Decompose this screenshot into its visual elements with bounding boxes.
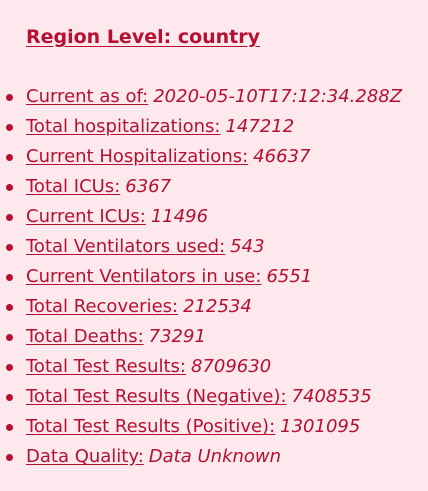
stat-value: 7408535 bbox=[291, 386, 372, 407]
stat-value: 1301095 bbox=[280, 416, 361, 437]
stat-label: Total Deaths: bbox=[26, 326, 144, 347]
stat-total-recoveries: Total Recoveries: 212534 bbox=[5, 294, 402, 324]
stat-label: Current as of: bbox=[26, 86, 149, 107]
stat-value: 8709630 bbox=[191, 356, 272, 377]
stat-data-quality: Data Quality: Data Unknown bbox=[5, 444, 402, 474]
stat-value: 73291 bbox=[148, 326, 206, 347]
stat-label: Total hospitalizations: bbox=[26, 116, 221, 137]
stat-value: 6367 bbox=[125, 176, 172, 197]
stat-value: 11496 bbox=[150, 206, 209, 227]
stat-current-icus: Current ICUs: 11496 bbox=[5, 204, 402, 234]
stat-label: Current Ventilators in use: bbox=[26, 266, 262, 287]
stat-label: Current Hospitalizations: bbox=[26, 146, 249, 167]
stat-total-hospitalizations: Total hospitalizations: 147212 bbox=[5, 114, 402, 144]
stat-total-test-results-positive: Total Test Results (Positive): 1301095 bbox=[5, 414, 402, 444]
stat-value: 6551 bbox=[266, 266, 313, 287]
stat-current-hospitalizations: Current Hospitalizations: 46637 bbox=[5, 144, 402, 174]
stat-current-ventilators: Current Ventilators in use: 6551 bbox=[5, 264, 402, 294]
stat-total-icus: Total ICUs: 6367 bbox=[5, 174, 402, 204]
stat-value: 147212 bbox=[225, 116, 295, 137]
stat-label: Total Test Results (Negative): bbox=[26, 386, 287, 407]
stat-value: 46637 bbox=[253, 146, 311, 167]
stat-label: Total ICUs: bbox=[26, 176, 121, 197]
stat-total-ventilators: Total Ventilators used: 543 bbox=[5, 234, 402, 264]
stat-label: Total Recoveries: bbox=[26, 296, 179, 317]
stat-value: 543 bbox=[230, 236, 265, 257]
region-level-heading: Region Level: country bbox=[26, 26, 261, 48]
stat-label: Total Ventilators used: bbox=[26, 236, 226, 257]
stat-label: Total Test Results: bbox=[26, 356, 186, 377]
stat-value: 2020-05-10T17:12:34.288Z bbox=[153, 86, 403, 107]
stat-label: Total Test Results (Positive): bbox=[26, 416, 276, 437]
stat-total-deaths: Total Deaths: 73291 bbox=[5, 324, 402, 354]
stat-value: Data Unknown bbox=[148, 446, 282, 467]
stat-total-test-results: Total Test Results: 8709630 bbox=[5, 354, 402, 384]
stat-label: Current ICUs: bbox=[26, 206, 146, 227]
stat-label: Data Quality: bbox=[26, 446, 144, 467]
stats-list: Current as of: 2020-05-10T17:12:34.288Z T… bbox=[0, 84, 402, 474]
stat-total-test-results-negative: Total Test Results (Negative): 7408535 bbox=[5, 384, 402, 414]
stat-value: 212534 bbox=[183, 296, 252, 317]
stat-current-as-of: Current as of: 2020-05-10T17:12:34.288Z bbox=[5, 84, 403, 114]
